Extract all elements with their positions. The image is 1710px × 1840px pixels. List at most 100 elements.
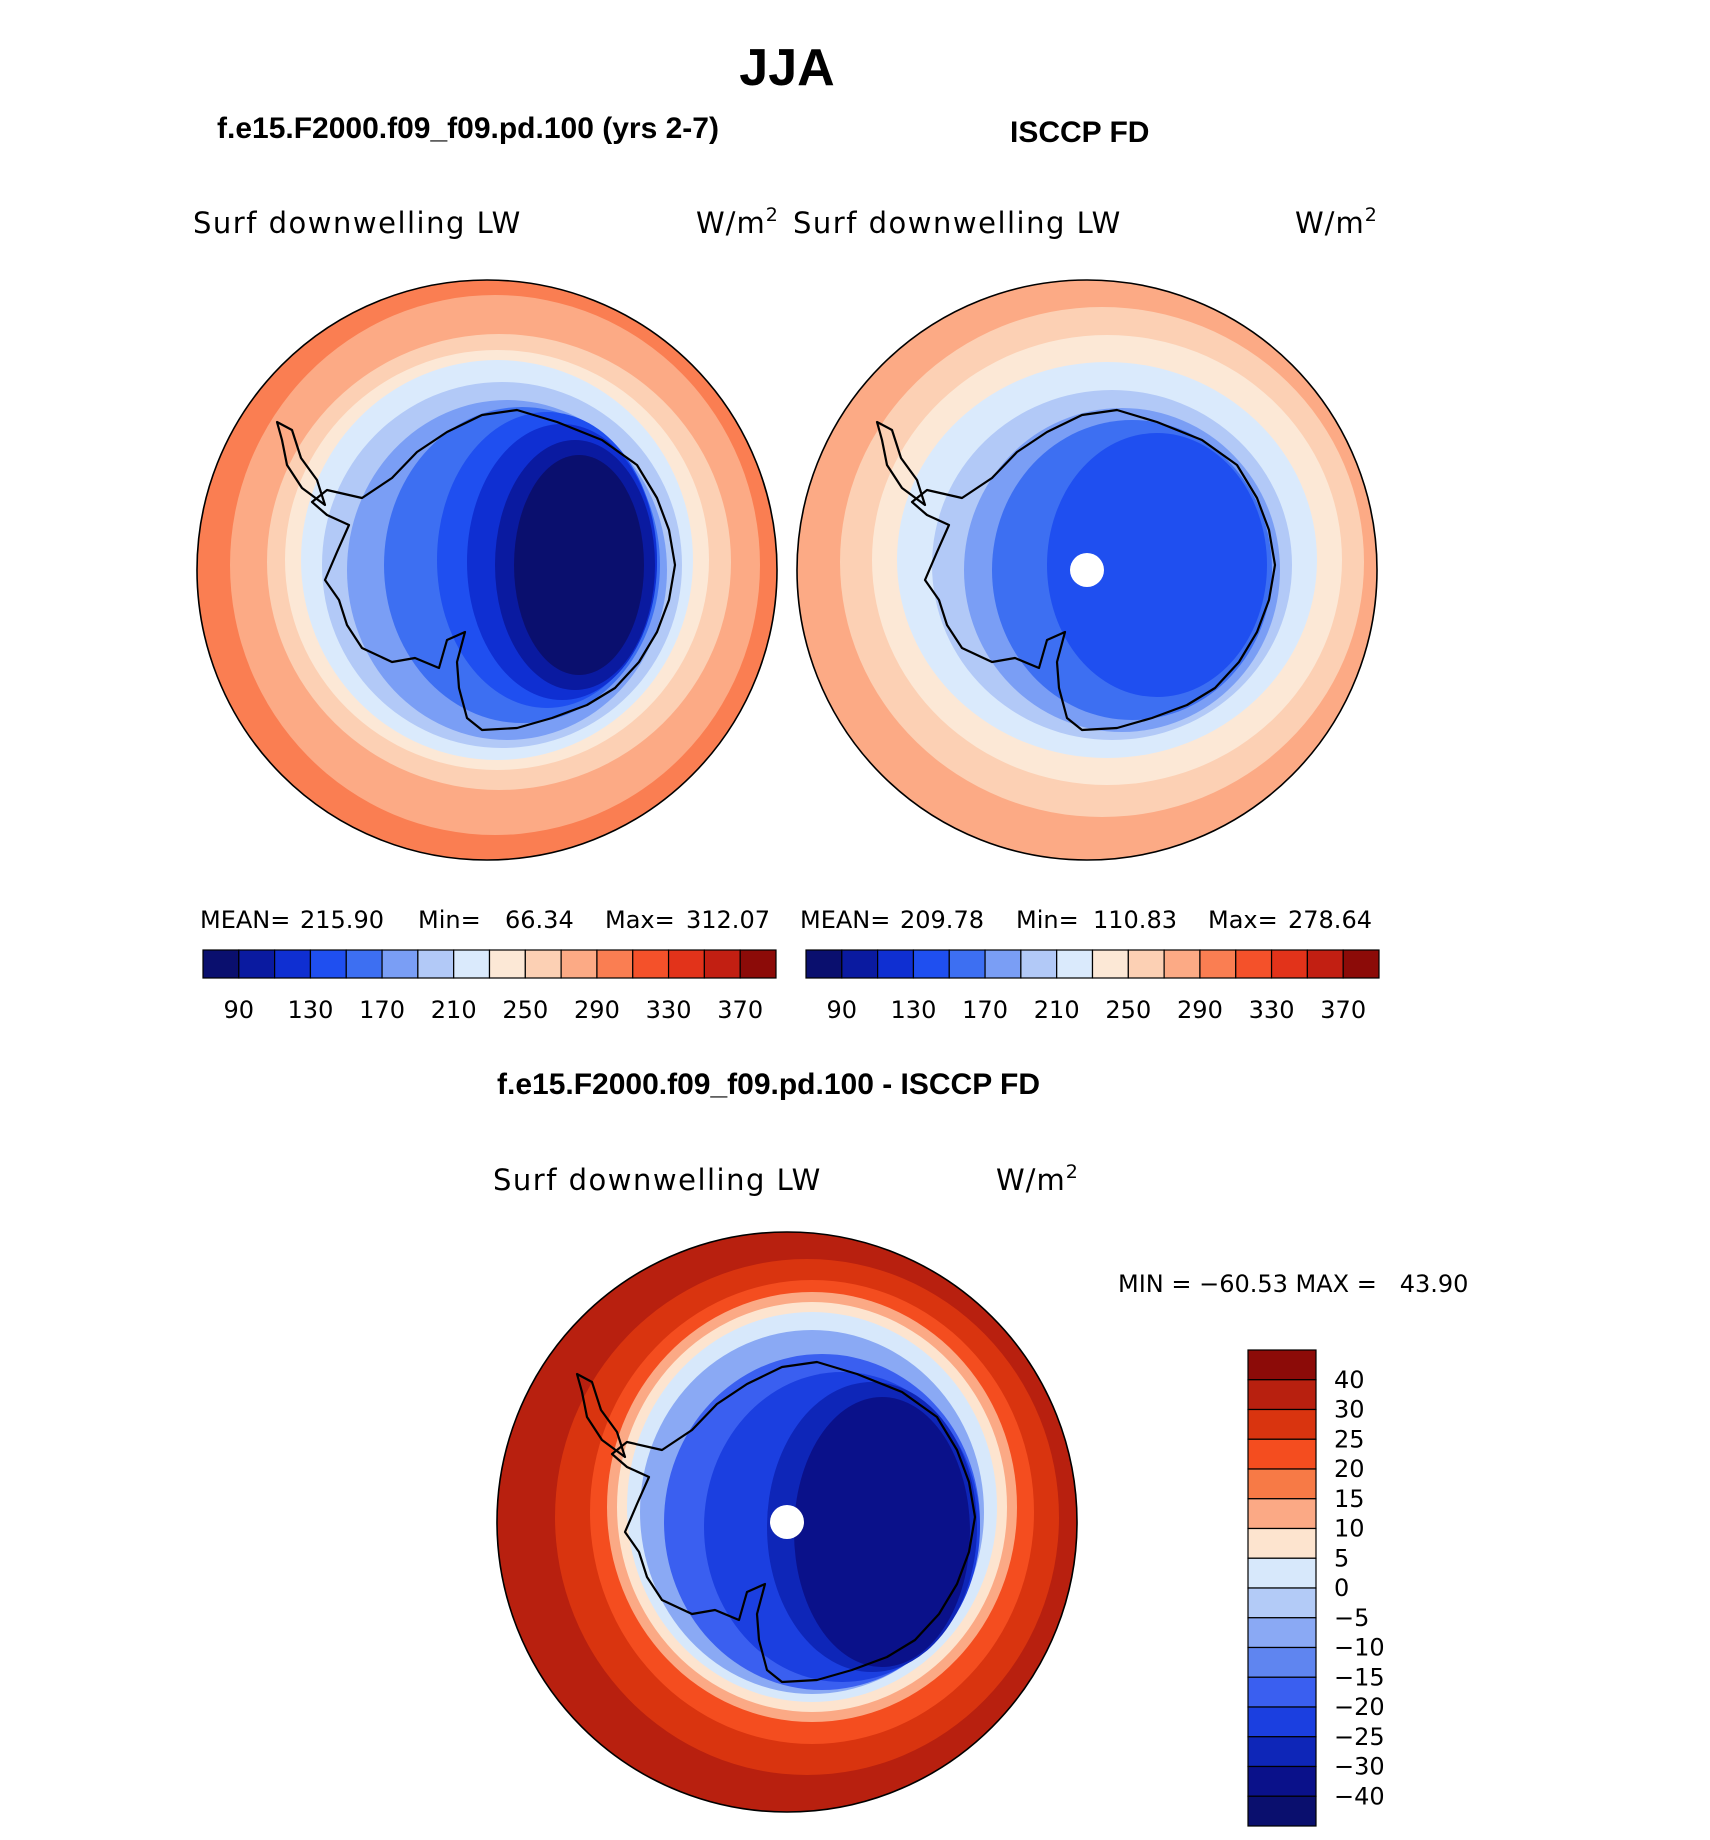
colorbar-tick-label: 290: [1177, 996, 1223, 1024]
colorbar-swatch: [1247, 1706, 1317, 1738]
stat-min-value: 110.83: [1093, 906, 1177, 934]
colorbar-tick-label: 210: [431, 996, 477, 1024]
stat-max-value: 312.07: [686, 906, 770, 934]
colorbar-swatch: [596, 949, 634, 979]
colorbar-swatch: [667, 949, 705, 979]
colorbar-swatch: [1247, 1587, 1317, 1619]
stat-max-label: Max=: [1208, 906, 1278, 934]
colorbar-tick-label: 250: [1105, 996, 1151, 1024]
colorbar-tick-label: −15: [1334, 1663, 1385, 1691]
panel-obs-variable: Surf downwelling LW: [793, 206, 1122, 240]
colorbar-swatch: [309, 949, 347, 979]
colorbar-swatch: [841, 949, 879, 979]
colorbar-swatch: [877, 949, 915, 979]
map-band: [1047, 433, 1267, 697]
colorbar-swatch: [524, 949, 562, 979]
colorbar-swatch: [417, 949, 455, 979]
colorbar-tick-label: 170: [962, 996, 1008, 1024]
colorbar-tick-label: 30: [1334, 1396, 1365, 1424]
panel-obs: ISCCP FD Surf downwelling LW W/m2 MEAN= …: [793, 116, 1380, 1024]
colorbar-swatch: [1247, 1765, 1317, 1797]
colorbar-swatch: [381, 949, 419, 979]
colorbar-swatch: [1247, 1349, 1317, 1381]
map-rim: [796, 279, 1378, 861]
colorbar-swatch: [1020, 949, 1058, 979]
colorbar-swatch: [1247, 1795, 1317, 1827]
panel-model-units: W/m2: [696, 204, 779, 240]
panel-model-variable: Surf downwelling LW: [193, 206, 522, 240]
colorbar-tick-label: 0: [1334, 1574, 1349, 1602]
colorbar-tick-label: −30: [1334, 1753, 1385, 1781]
stat-mean-value: 215.90: [300, 906, 384, 934]
panel-diff-case-title: f.e15.F2000.f09_f09.pd.100 - ISCCP FD: [497, 1068, 1040, 1101]
polar-map-diff: [496, 1231, 1078, 1813]
colorbar-swatch: [238, 949, 276, 979]
colorbar-tick-label: 90: [224, 996, 255, 1024]
pole-hole: [1070, 553, 1104, 587]
map-band: [514, 455, 644, 675]
colorbar-swatch: [274, 949, 312, 979]
colorbar-tick-label: 130: [891, 996, 937, 1024]
colorbar-swatch: [1056, 949, 1094, 979]
colorbar-swatch: [1247, 1498, 1317, 1530]
map-rim: [496, 1231, 1078, 1813]
stats-model: MEAN= 215.90 Min= 66.34 Max= 312.07: [200, 906, 770, 934]
colorbar-swatch: [1247, 1379, 1317, 1411]
colorbar-swatch: [1091, 949, 1129, 979]
colorbar-swatch: [1342, 949, 1380, 979]
colorbar-swatch: [632, 949, 670, 979]
map-band: [794, 1397, 970, 1667]
colorbar-swatch: [1306, 949, 1344, 979]
stat-mean-label: MEAN=: [200, 906, 290, 934]
colorbar-swatch: [1247, 1557, 1317, 1589]
panel-model-case-title: f.e15.F2000.f09_f09.pd.100 (yrs 2-7): [217, 112, 719, 145]
colorbar-tick-label: 330: [1249, 996, 1295, 1024]
colorbar-tick-label: 330: [646, 996, 692, 1024]
colorbar-tick-label: 370: [717, 996, 763, 1024]
stat-max-label: Max=: [605, 906, 675, 934]
colorbar-tick-label: 15: [1334, 1485, 1365, 1513]
colorbar-tick-label: 130: [288, 996, 334, 1024]
colorbar-tick-label: 210: [1034, 996, 1080, 1024]
panel-obs-case-title: ISCCP FD: [1010, 116, 1149, 149]
stat-min-label: Min=: [1016, 906, 1079, 934]
stat-mean-value: 209.78: [900, 906, 984, 934]
colorbar-swatch: [703, 949, 741, 979]
colorbar-swatch: [345, 949, 383, 979]
colorbar-tick-label: −5: [1334, 1604, 1369, 1632]
colorbar-swatch: [1247, 1736, 1317, 1768]
colorbar-tick-label: −20: [1334, 1693, 1385, 1721]
colorbar-tick-label: 25: [1334, 1425, 1365, 1453]
colorbar-swatch: [1163, 949, 1201, 979]
colorbar-obs: 90 130 170 210 250 290 330 370: [805, 949, 1380, 1024]
colorbar-tick-label: −40: [1334, 1782, 1385, 1810]
colorbar-tick-label: 370: [1320, 996, 1366, 1024]
colorbar-swatch: [1247, 1617, 1317, 1649]
stat-max-value: 278.64: [1288, 906, 1372, 934]
stat-min-label: Min=: [418, 906, 481, 934]
colorbar-swatch: [1247, 1408, 1317, 1440]
colorbar-model: 90 130 170 210 250 290 330 370: [202, 949, 777, 1024]
colorbar-tick-label: 250: [502, 996, 548, 1024]
stats-obs: MEAN= 209.78 Min= 110.83 Max= 278.64: [800, 906, 1372, 934]
stat-mean-label: MEAN=: [800, 906, 890, 934]
diff-minmax: MIN = −60.53 MAX = 43.90: [1118, 1270, 1468, 1298]
colorbar-swatch: [453, 949, 491, 979]
map-rim: [196, 279, 778, 861]
colorbar-tick-label: 90: [827, 996, 858, 1024]
colorbar-swatch: [202, 949, 240, 979]
colorbar-swatch: [1247, 1646, 1317, 1678]
colorbar-swatch: [1235, 949, 1273, 979]
colorbar-swatch: [1247, 1527, 1317, 1559]
stat-min-value: 66.34: [505, 906, 574, 934]
panel-diff: f.e15.F2000.f09_f09.pd.100 - ISCCP FD Su…: [493, 1068, 1468, 1827]
panel-obs-units: W/m2: [1295, 204, 1378, 240]
colorbar-tick-label: 5: [1334, 1544, 1349, 1572]
colorbar-swatch: [1247, 1468, 1317, 1500]
colorbar-tick-label: 40: [1334, 1366, 1365, 1394]
panel-model: f.e15.F2000.f09_f09.pd.100 (yrs 2-7) Sur…: [193, 112, 779, 1024]
colorbar-swatch: [1270, 949, 1308, 979]
colorbar-swatch: [984, 949, 1022, 979]
